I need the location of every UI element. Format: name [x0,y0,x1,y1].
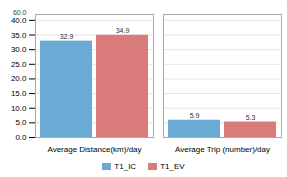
svg-text:15.0: 15.0 [11,89,27,98]
svg-text:34.9: 34.9 [116,27,130,34]
svg-text:0.0: 0.0 [15,133,27,142]
html-text:T1_IC: T1_IC [114,161,137,171]
svg-text:30.0: 30.0 [11,45,27,54]
svg-text:40.0: 40.0 [11,16,27,25]
html-text:T1_EV: T1_EV [160,161,185,171]
svg-text:Average Distance(km)/day: Average Distance(km)/day [47,145,141,154]
svg-text:Average Trip (number)/day: Average Trip (number)/day [175,145,270,154]
svg-text:32.9: 32.9 [60,33,74,40]
svg-text:35.0: 35.0 [11,31,27,40]
svg-text:25.0: 25.0 [11,60,27,69]
svg-text:5.3: 5.3 [246,114,256,121]
svg-text:10.0: 10.0 [11,104,27,113]
svg-text:60.0: 60.0 [13,9,27,16]
svg-text:20.0: 20.0 [11,74,27,83]
svg-text:5.0: 5.0 [15,118,27,127]
svg-text:5.9: 5.9 [190,112,200,119]
